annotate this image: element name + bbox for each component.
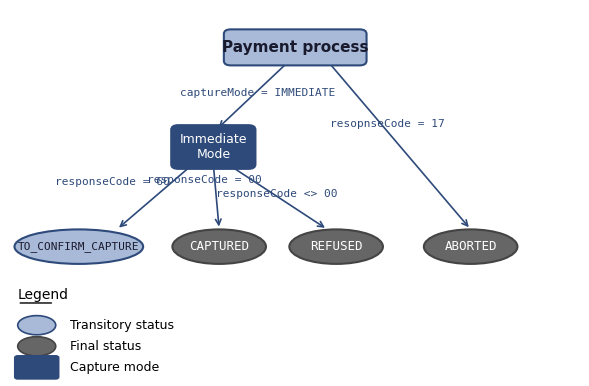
Text: Final status: Final status xyxy=(70,340,141,353)
Text: Legend: Legend xyxy=(18,288,68,302)
Text: responseCode = 00: responseCode = 00 xyxy=(147,174,262,185)
FancyBboxPatch shape xyxy=(15,356,59,379)
Ellipse shape xyxy=(18,316,56,335)
Text: ABORTED: ABORTED xyxy=(444,240,497,253)
Text: REFUSED: REFUSED xyxy=(310,240,362,253)
Text: CAPTURED: CAPTURED xyxy=(189,240,249,253)
Text: Transitory status: Transitory status xyxy=(70,319,174,332)
Ellipse shape xyxy=(424,229,517,264)
Text: responseCode <> 00: responseCode <> 00 xyxy=(216,189,337,199)
Ellipse shape xyxy=(18,337,56,356)
FancyBboxPatch shape xyxy=(224,29,366,65)
Text: captureMode = IMMEDIATE: captureMode = IMMEDIATE xyxy=(180,88,335,98)
Text: Immediate
Mode: Immediate Mode xyxy=(180,133,247,161)
Text: Payment process: Payment process xyxy=(222,40,369,55)
Text: responseCode = 60: responseCode = 60 xyxy=(55,176,170,186)
Ellipse shape xyxy=(15,229,143,264)
Text: resopnseCode = 17: resopnseCode = 17 xyxy=(330,119,445,129)
Ellipse shape xyxy=(173,229,266,264)
Ellipse shape xyxy=(289,229,383,264)
Text: Capture mode: Capture mode xyxy=(70,361,159,374)
FancyBboxPatch shape xyxy=(171,125,256,169)
Text: TO_CONFIRM_CAPTURE: TO_CONFIRM_CAPTURE xyxy=(18,241,140,252)
